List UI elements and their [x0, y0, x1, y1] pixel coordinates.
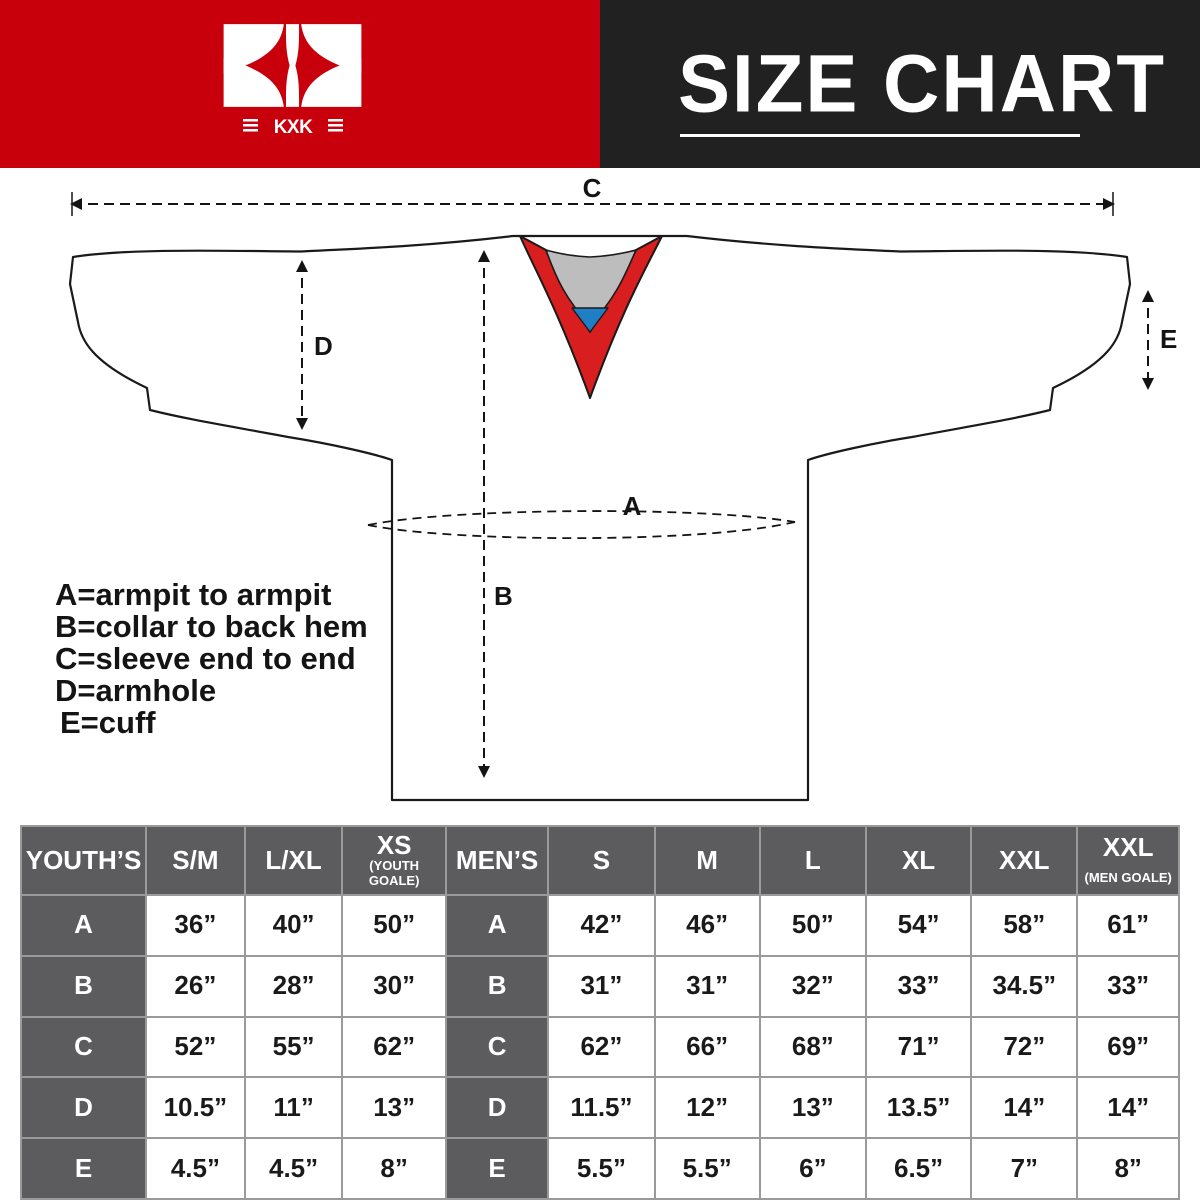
svg-text:D=armhole: D=armhole — [55, 673, 216, 708]
svg-text:A=armpit to armpit: A=armpit to armpit — [55, 577, 331, 612]
svg-text:E: E — [1160, 324, 1177, 354]
svg-text:C=sleeve end to end: C=sleeve end to end — [55, 641, 356, 676]
svg-text:D: D — [314, 331, 333, 361]
svg-text:B=collar to back hem: B=collar to back hem — [55, 609, 368, 644]
svg-text:E=cuff: E=cuff — [60, 705, 156, 740]
svg-text:B: B — [494, 581, 513, 611]
svg-text:A: A — [623, 491, 642, 521]
svg-text:C: C — [583, 173, 602, 203]
